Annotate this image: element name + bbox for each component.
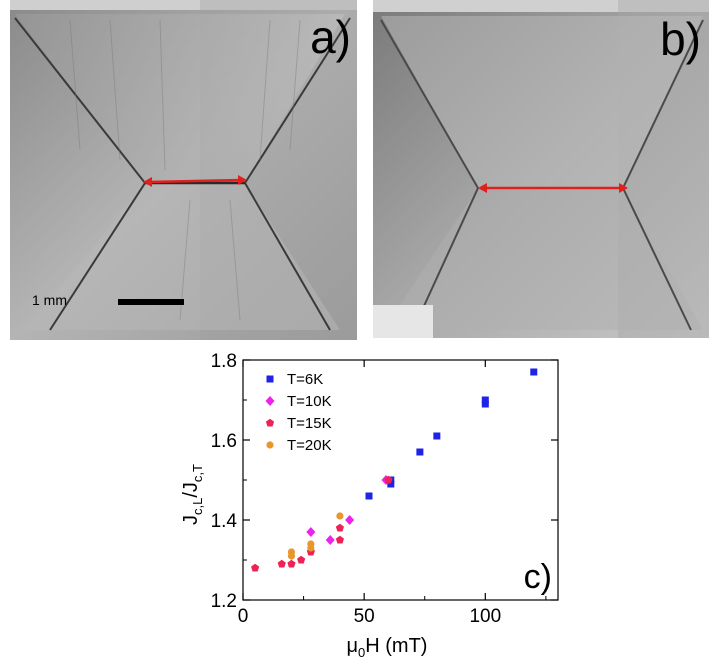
y-axis-title: Jc,L/Jc,T: [180, 464, 205, 525]
scale-bar-label: 1 mm: [32, 292, 67, 308]
data-point: [306, 527, 316, 537]
data-point: [481, 400, 489, 408]
scale-bar: [118, 299, 184, 305]
data-point: [365, 492, 373, 500]
y-tick-label: 1.8: [211, 351, 237, 372]
data-point: [433, 432, 441, 440]
data-point: [335, 535, 345, 544]
data-point: [307, 540, 315, 548]
flux-pattern-a: [10, 0, 357, 340]
data-point: [277, 559, 286, 568]
data-point: [287, 548, 296, 556]
panel-label-a: a): [310, 11, 351, 63]
red-arrow-b: [478, 183, 628, 193]
data-point: [481, 396, 489, 404]
data-point: [335, 523, 345, 532]
microscopy-image-b: b): [373, 0, 709, 338]
data-points: [251, 368, 538, 572]
data-point: [325, 535, 335, 545]
scatter-chart: 0 50 100 1.2 1.4 1.6 1.8 T=6K T=10K T=15K T=20K c…: [180, 351, 559, 660]
microscopy-image-a: 1 mm a): [10, 0, 357, 340]
red-arrow-a: [143, 175, 247, 187]
y-tick-label: 1.4: [211, 511, 238, 532]
legend-entry: T=20K: [287, 437, 332, 454]
legend-entry: T=10K: [287, 393, 332, 410]
legend-marker: [265, 418, 275, 427]
panel-label-b: b): [660, 13, 701, 65]
x-tick-label: 50: [354, 606, 375, 627]
legend-entry: T=6K: [287, 371, 323, 388]
data-point: [345, 515, 355, 525]
legend-marker: [266, 441, 274, 449]
flux-pattern-b: [373, 0, 709, 338]
legend-marker: [266, 375, 274, 383]
legend: T=6K T=10K T=15K T=20K: [265, 371, 332, 454]
y-tick-label: 1.2: [211, 591, 237, 612]
data-point: [416, 448, 424, 456]
x-tick-label: 100: [469, 606, 501, 627]
data-point: [297, 555, 306, 564]
panel-label-c: c): [524, 558, 552, 596]
legend-entry: T=15K: [287, 415, 332, 432]
data-point: [336, 512, 344, 520]
data-point: [384, 475, 393, 484]
data-point: [287, 559, 296, 568]
x-axis-title: μ0H (mT): [347, 635, 428, 660]
axis-ticks: 0 50 100 1.2 1.4 1.6 1.8: [211, 351, 558, 627]
y-tick-label: 1.6: [211, 431, 237, 452]
x-tick-label: 0: [238, 606, 249, 627]
data-point: [530, 368, 538, 376]
legend-marker: [265, 396, 275, 406]
data-point: [387, 480, 395, 488]
data-point: [251, 563, 260, 572]
